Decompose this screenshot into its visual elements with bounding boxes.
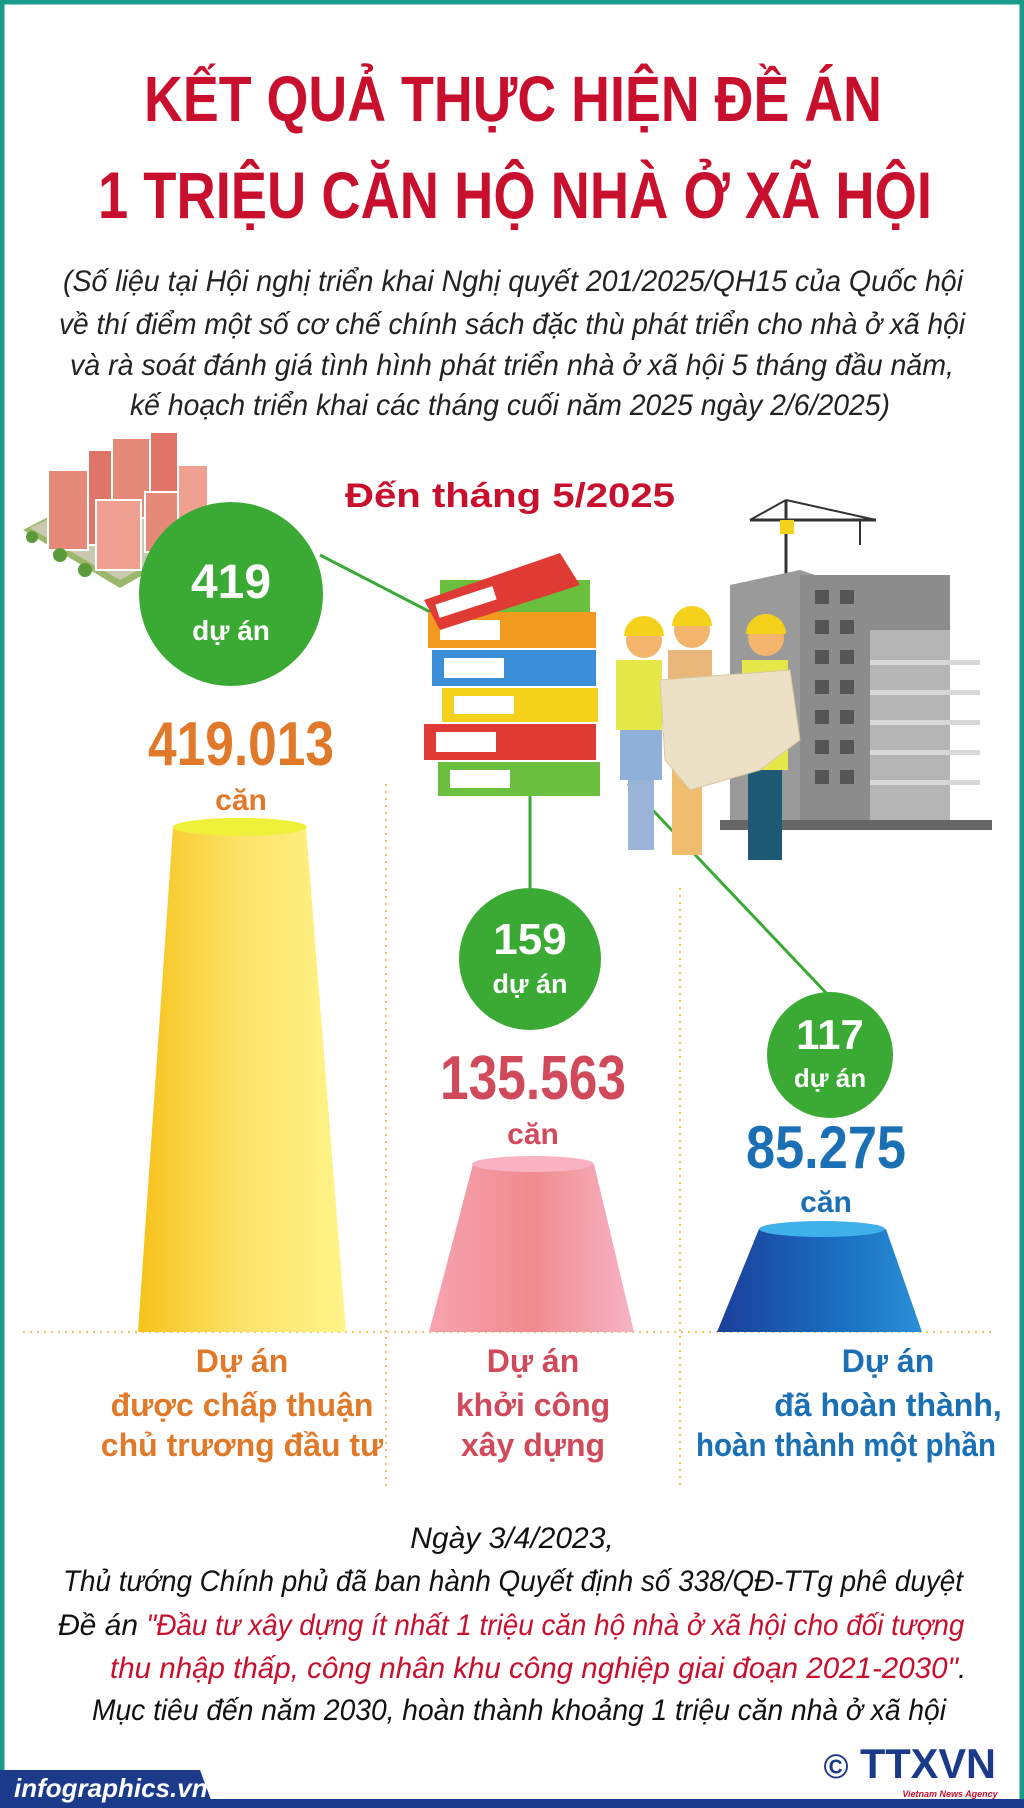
subtitle-line: về thí điểm một số cơ chế chính sách đặc… — [59, 308, 966, 341]
category-label: Dự án — [487, 1343, 580, 1379]
footer-tab — [0, 1770, 214, 1808]
note-line: thu nhập thấp, công nhân khu công nghiệp… — [110, 1652, 966, 1685]
cone-top — [759, 1221, 885, 1237]
workers-illustration — [616, 606, 801, 860]
projects-count-circle — [459, 888, 601, 1030]
category-label: hoàn thành một phần — [696, 1427, 996, 1463]
category-label: chủ trương đầu tư — [101, 1427, 384, 1463]
category-label: khởi công — [456, 1387, 610, 1423]
projects-count: 159 — [493, 915, 566, 964]
projects-unit: dự án — [192, 615, 270, 646]
projects-count: 117 — [796, 1011, 864, 1058]
projects-unit: dự án — [492, 969, 567, 999]
binders-illustration — [424, 553, 600, 796]
connector-lines — [319, 553, 832, 999]
stat-started: 159 dự án 135.563 căn Dự án khởi công xâ… — [429, 888, 634, 1463]
units-cone — [138, 827, 346, 1332]
category-label: Dự án — [196, 1343, 289, 1379]
copyright-icon: © — [823, 1748, 848, 1786]
units-count: 85.275 — [746, 1114, 906, 1181]
category-label: được chấp thuận — [111, 1387, 374, 1423]
stat-completed: 117 dự án 85.275 căn Dự án đã hoàn thành… — [696, 992, 1002, 1463]
stat-approved: 419 dự án 419.013 căn Dự án được chấp th… — [101, 502, 384, 1463]
category-label: xây dựng — [461, 1427, 605, 1463]
category-label: đã hoàn thành, — [774, 1387, 1002, 1423]
title-line-2: 1 TRIỆU CĂN HỘ NHÀ Ở XÃ HỘI — [98, 158, 932, 232]
units-label: căn — [215, 784, 267, 817]
note-line: Ngày 3/4/2023, — [410, 1522, 613, 1555]
title-line-1: KẾT QUẢ THỰC HIỆN ĐỀ ÁN — [144, 62, 882, 135]
cone-top — [173, 818, 307, 836]
ttxvn-logo: TTXVN — [860, 1740, 996, 1787]
subtitle-line: và rà soát đánh giá tình hình phát triển… — [70, 349, 954, 382]
period-label: Đến tháng 5/2025 — [345, 477, 675, 515]
note-line: Mục tiêu đến năm 2030, hoàn thành khoảng… — [92, 1694, 947, 1727]
units-label: căn — [507, 1118, 559, 1151]
decision-note: Ngày 3/4/2023, Thủ tướng Chính phủ đã ba… — [58, 1522, 966, 1727]
note-line: Thủ tướng Chính phủ đã ban hành Quyết đị… — [63, 1565, 965, 1598]
site-link[interactable]: infographics.vn — [14, 1773, 208, 1803]
projects-count-circle — [139, 502, 323, 686]
agency-tagline: Vietnam News Agency — [902, 1789, 998, 1799]
note-line: Đề án "Đầu tư xây dựng ít nhất 1 triệu c… — [58, 1609, 965, 1642]
footer-bar — [0, 1799, 1024, 1808]
units-label: căn — [800, 1186, 852, 1219]
cone-top — [472, 1156, 594, 1172]
units-count: 419.013 — [148, 710, 334, 779]
subtitle-line: (Số liệu tại Hội nghị triển khai Nghị qu… — [63, 265, 964, 298]
units-cone — [717, 1229, 922, 1332]
category-label: Dự án — [842, 1343, 935, 1379]
units-cone — [429, 1164, 634, 1332]
footer: infographics.vn © TTXVN Vietnam News Age… — [0, 1740, 1024, 1808]
subtitle-line: kế hoạch triển khai các tháng cuối năm 2… — [130, 389, 890, 422]
projects-count: 419 — [191, 556, 271, 609]
projects-unit: dự án — [794, 1063, 866, 1093]
units-count: 135.563 — [440, 1044, 626, 1113]
projects-count-circle — [767, 992, 893, 1118]
